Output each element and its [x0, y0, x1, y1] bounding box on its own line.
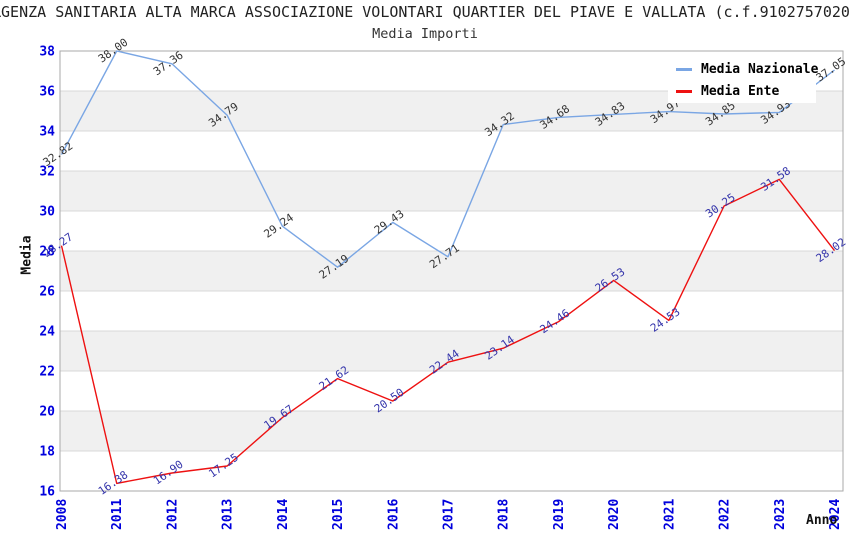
- legend-label: Media Nazionale: [701, 61, 819, 77]
- x-tick-label: 2008: [55, 499, 70, 530]
- data-label: 37.36: [151, 49, 186, 79]
- legend-item-media-nazionale: Media Nazionale: [676, 61, 819, 77]
- y-tick-label: 18: [39, 445, 55, 460]
- data-label: 32.82: [41, 139, 76, 169]
- chart-title: RGENZA SANITARIA ALTA MARCA ASSOCIAZIONE…: [0, 3, 850, 21]
- entity-line-swatch-icon: [676, 89, 692, 93]
- y-tick-label: 38: [39, 45, 55, 60]
- x-tick-label: 2016: [386, 499, 401, 530]
- x-tick-label: 2024: [828, 499, 843, 530]
- y-axis-title: Media: [19, 235, 35, 275]
- x-tick-label: 2013: [221, 499, 236, 530]
- y-tick-label: 20: [39, 405, 55, 420]
- data-label: 29.24: [261, 211, 296, 241]
- x-tick-label: 2021: [662, 499, 677, 530]
- y-tick-label: 16: [39, 485, 55, 500]
- plot-band: [60, 171, 843, 211]
- chart-subtitle: Media Importi: [372, 26, 478, 42]
- y-tick-label: 34: [39, 125, 55, 140]
- legend-item-media-ente: Media Ente: [676, 84, 816, 99]
- data-label: 29.43: [372, 207, 407, 237]
- x-tick-label: 2015: [331, 499, 346, 530]
- y-tick-label: 32: [39, 165, 55, 180]
- y-tick-label: 26: [39, 285, 55, 300]
- y-tick-label: 22: [39, 365, 55, 380]
- plot-band: [60, 251, 843, 291]
- x-tick-label: 2011: [110, 499, 125, 530]
- series-line-media-ente: [60, 178, 836, 485]
- national-line-swatch-icon: [676, 67, 692, 71]
- x-tick-label: 2020: [607, 499, 622, 530]
- x-axis-title: Anno: [806, 513, 838, 528]
- y-tick-label: 36: [39, 85, 55, 100]
- plot-band: [60, 331, 843, 371]
- x-tick-label: 2018: [497, 499, 512, 530]
- x-tick-label: 2022: [718, 499, 733, 530]
- x-tick-label: 2012: [165, 499, 180, 530]
- data-label: 16.38: [96, 468, 131, 498]
- data-label: 17.25: [206, 451, 241, 481]
- y-tick-label: 28: [39, 245, 55, 260]
- y-tick-label: 30: [39, 205, 55, 220]
- legend-label: Media Ente: [701, 83, 780, 99]
- x-tick-label: 2023: [773, 499, 788, 530]
- series-line-media-nazionale: [60, 50, 835, 268]
- x-tick-label: 2014: [276, 499, 291, 530]
- plot-border: [59, 50, 844, 492]
- x-tick-label: 2019: [552, 499, 567, 530]
- plot-band: [60, 411, 843, 451]
- y-tick-label: 24: [39, 325, 55, 340]
- x-tick-label: 2017: [442, 499, 457, 530]
- data-label: 16.90: [151, 458, 186, 488]
- legend: Media Nazionale Media Ente: [668, 57, 819, 103]
